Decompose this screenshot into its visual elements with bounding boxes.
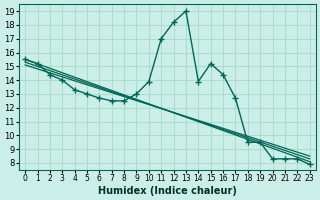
X-axis label: Humidex (Indice chaleur): Humidex (Indice chaleur) [98, 186, 237, 196]
